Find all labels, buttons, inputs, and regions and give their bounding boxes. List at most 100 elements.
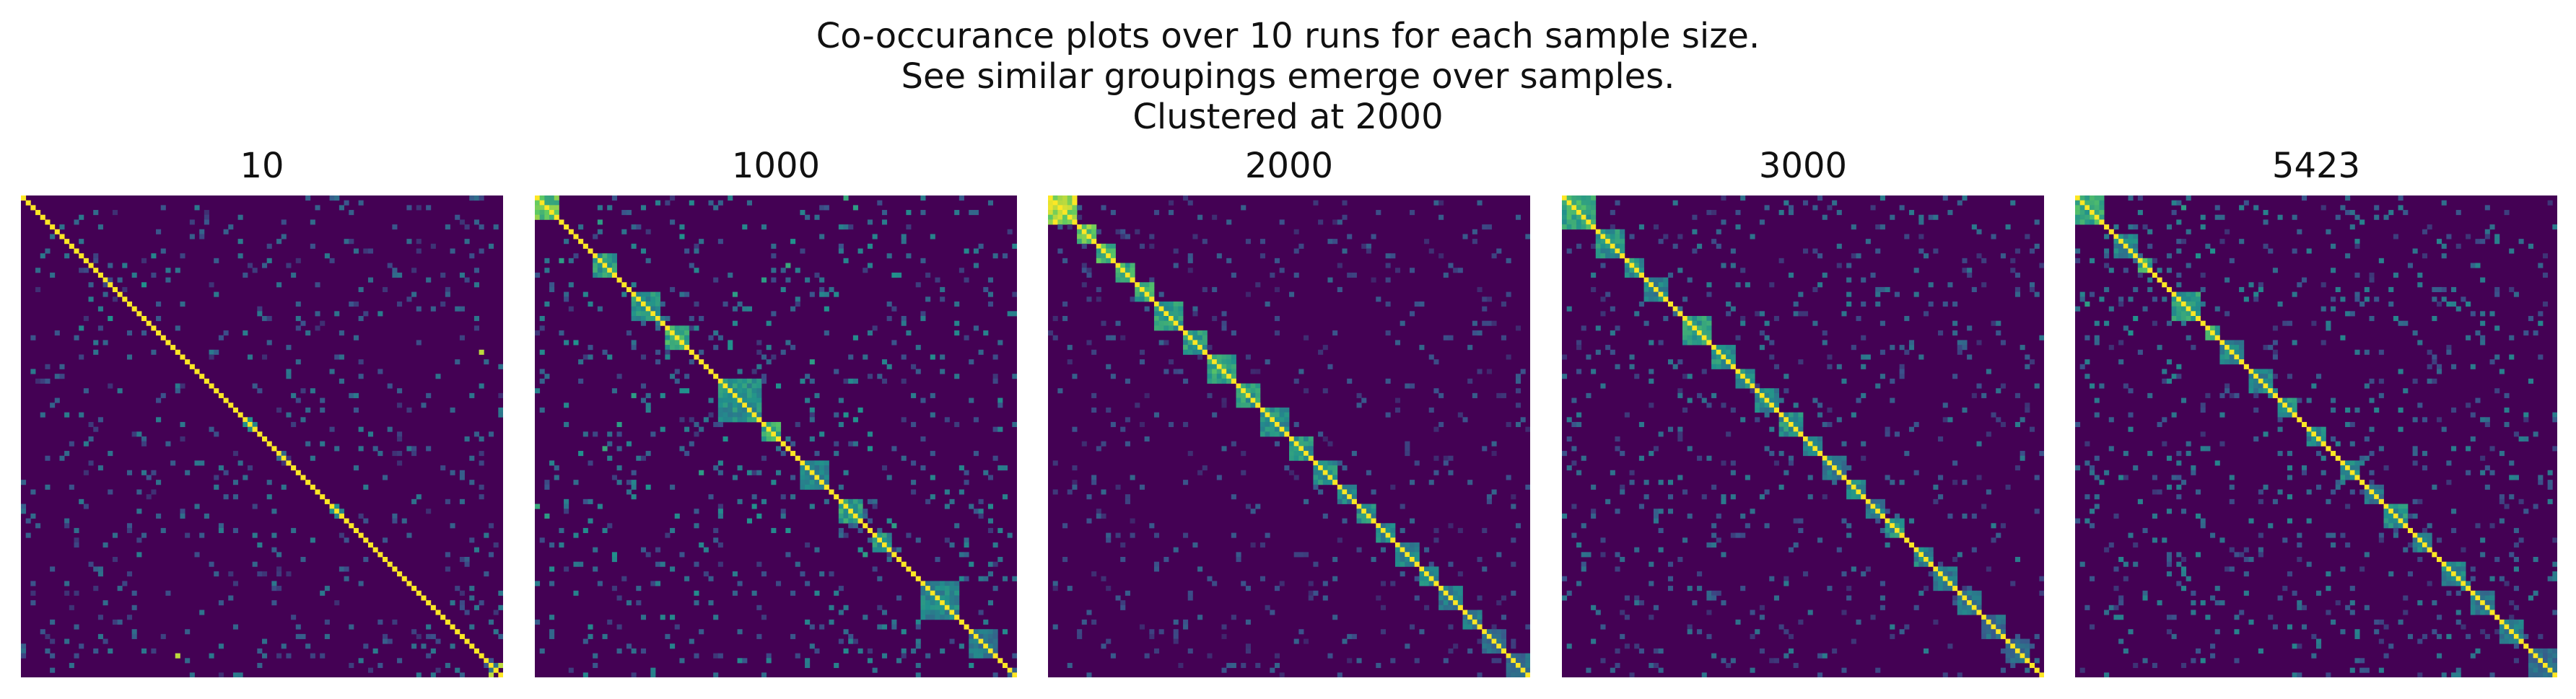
heatmap-cell [79, 325, 84, 331]
heatmap-cell [2528, 316, 2533, 322]
heatmap-cell [2547, 662, 2553, 669]
heatmap-cell [2374, 214, 2380, 220]
heatmap-cell [2020, 345, 2025, 351]
heatmap-cell [1629, 354, 1635, 360]
heatmap-cell [597, 258, 603, 263]
heatmap-cell [383, 633, 388, 639]
heatmap-cell [1313, 480, 1319, 485]
heatmap-cell [1788, 426, 1794, 432]
heatmap-cell [1697, 586, 1703, 592]
heatmap-cell [1697, 325, 1703, 331]
heatmap-cell [1380, 537, 1386, 543]
heatmap-cell [2039, 672, 2044, 677]
heatmap-cell [901, 648, 907, 654]
heatmap-cell [1226, 378, 1232, 384]
heatmap-cell [1701, 325, 1707, 331]
heatmap-cell [722, 388, 728, 394]
heatmap-cell [1566, 643, 1572, 649]
heatmap-cell [358, 658, 364, 664]
heatmap-cell [459, 633, 465, 639]
heatmap-cell [881, 610, 888, 615]
heatmap-cell [717, 392, 723, 398]
heatmap-cell [2000, 619, 2006, 625]
heatmap-cell [243, 421, 248, 428]
heatmap-cell [1730, 359, 1736, 365]
heatmap-cell [1385, 330, 1391, 336]
heatmap-cell [1846, 263, 1852, 268]
heatmap-cell [742, 403, 748, 408]
heatmap-cell [1231, 532, 1236, 538]
heatmap-cell [2010, 648, 2016, 654]
heatmap-cell [631, 392, 637, 398]
heatmap-cell [310, 388, 315, 394]
heatmap-cell [377, 369, 383, 374]
heatmap-cell [1759, 311, 1765, 317]
heatmap-cell [2480, 552, 2486, 558]
heatmap-cell [426, 392, 432, 398]
heatmap-cell [2186, 301, 2191, 307]
heatmap-cell [464, 224, 470, 230]
heatmap-cell [1957, 345, 1962, 351]
heatmap-cell [1730, 494, 1736, 500]
heatmap-cell [660, 561, 665, 567]
heatmap-cell [1716, 513, 1721, 519]
heatmap-cell [1595, 253, 1601, 259]
heatmap-cell [2509, 624, 2515, 630]
heatmap-cell [1817, 672, 1823, 677]
heatmap-cell [2349, 475, 2355, 480]
heatmap-cell [455, 667, 460, 673]
heatmap-cell [694, 561, 699, 567]
heatmap-cell [1385, 412, 1391, 418]
heatmap-cell [2345, 475, 2351, 480]
heatmap-cell [2326, 229, 2331, 234]
heatmap-cell [645, 407, 651, 413]
heatmap-cell [1298, 369, 1304, 374]
heatmap-cell [74, 624, 79, 630]
heatmap-cell [54, 229, 60, 234]
heatmap-cell [1562, 224, 1568, 230]
heatmap-cell [2412, 498, 2418, 504]
heatmap-cell [944, 504, 950, 509]
heatmap-cell [1928, 561, 1934, 567]
heatmap-cell [997, 426, 1003, 432]
heatmap-cell [1274, 441, 1280, 447]
heatmap-cell [790, 306, 796, 312]
heatmap-cell [1443, 590, 1449, 596]
heatmap-cell [1110, 210, 1116, 216]
heatmap-cell [1967, 272, 1973, 278]
heatmap-cell [973, 633, 979, 639]
heatmap-cell [25, 200, 31, 206]
heatmap-cell [2475, 600, 2481, 606]
heatmap-cell [1525, 672, 1530, 677]
heatmap-cell [64, 451, 70, 457]
heatmap-cell [1726, 662, 1732, 669]
heatmap-cell [1798, 417, 1804, 423]
heatmap-cell [1496, 629, 1502, 635]
heatmap-cell [300, 417, 306, 423]
heatmap-cell [1827, 586, 1833, 592]
heatmap-cell [867, 518, 873, 524]
heatmap-cell [1347, 633, 1353, 639]
heatmap-cell [742, 392, 748, 398]
heatmap-cell [1506, 662, 1511, 669]
heatmap-cell [1241, 470, 1246, 475]
heatmap-cell [445, 498, 450, 504]
heatmap-cell [987, 504, 993, 509]
heatmap-cell [40, 378, 45, 384]
heatmap-cell [2025, 407, 2030, 413]
heatmap-cell [1755, 311, 1760, 317]
heatmap-cell [935, 557, 940, 563]
heatmap-cell [1125, 268, 1130, 273]
heatmap-cell [1879, 595, 1885, 601]
heatmap-cell [262, 571, 268, 577]
heatmap-cell [1293, 272, 1299, 278]
heatmap-cell [1571, 397, 1577, 403]
heatmap-cell [597, 263, 603, 268]
heatmap-cell [1957, 200, 1962, 206]
heatmap-cell [1149, 277, 1155, 283]
heatmap-cell [1952, 460, 1958, 466]
heatmap-cell [1716, 359, 1721, 365]
heatmap-cell [2180, 509, 2187, 514]
heatmap-cell [1467, 480, 1473, 485]
heatmap-cell [2287, 397, 2292, 403]
